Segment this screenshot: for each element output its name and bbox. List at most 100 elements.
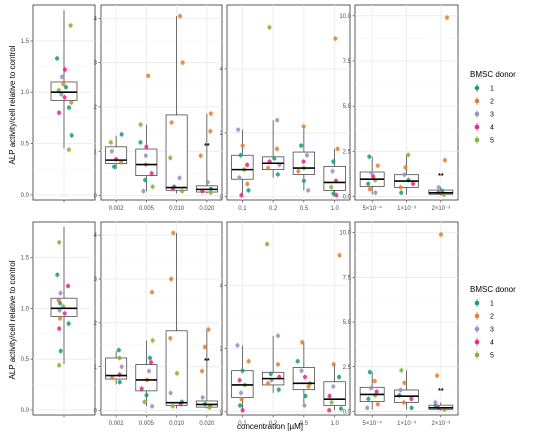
data-point (246, 359, 251, 364)
data-point (367, 370, 372, 375)
data-point (143, 153, 148, 158)
box-group (323, 35, 346, 199)
data-point (402, 172, 407, 177)
legend-key-dot (474, 111, 480, 117)
data-point (267, 25, 272, 30)
x-tick-label: 0.2 (269, 206, 278, 212)
data-point (149, 171, 154, 176)
box-group (292, 123, 315, 194)
x-tick-label: 1.0 (330, 206, 339, 212)
x-tick-label: 0.002 (109, 206, 125, 212)
x-tick-label: 0.020 (199, 206, 215, 212)
data-point (295, 359, 300, 364)
data-point (299, 368, 304, 373)
data-point (208, 111, 213, 116)
data-point (138, 122, 143, 127)
data-point (119, 132, 124, 137)
data-point (275, 362, 281, 367)
box-group (394, 151, 419, 196)
data-point (329, 400, 334, 405)
data-point (327, 408, 332, 413)
box-group (165, 229, 188, 410)
data-point (207, 405, 212, 410)
data-point (62, 95, 67, 100)
data-point (406, 152, 411, 157)
box (135, 364, 158, 392)
data-point (56, 110, 62, 115)
data-point (66, 321, 71, 326)
data-point (144, 393, 149, 398)
data-point (68, 23, 73, 28)
data-point (237, 378, 242, 383)
legend-label: 4 (490, 340, 494, 347)
data-point (69, 100, 74, 105)
data-point (116, 347, 121, 353)
y-tick-label: 0.0 (343, 194, 352, 200)
data-point (119, 364, 124, 369)
data-point (402, 380, 407, 385)
legend-label: 3 (490, 112, 494, 119)
data-point (331, 384, 336, 389)
y-tick-label: 3 (94, 277, 98, 283)
y-tick-label: 7.5 (343, 59, 352, 65)
box (231, 154, 254, 180)
x-tick-label: 0.5 (300, 206, 309, 212)
data-point (331, 362, 336, 367)
y-tick-label: 5.0 (343, 104, 352, 110)
data-point (268, 371, 273, 376)
data-point (240, 143, 245, 148)
data-point (371, 174, 376, 179)
data-point (150, 184, 155, 189)
box-group (394, 367, 419, 411)
data-point (150, 404, 155, 409)
data-point (141, 189, 146, 194)
y-tick-label: 2 (94, 105, 98, 111)
data-point (398, 185, 403, 190)
box-group (135, 72, 158, 195)
significance-label: ** (438, 388, 444, 395)
data-point (442, 158, 447, 163)
data-point (57, 326, 62, 331)
panel-background (100, 4, 223, 201)
y-tick-label: 1.0 (21, 306, 30, 312)
y-axis-title-bottom: ALP activity/cell relative to control (8, 260, 17, 379)
box-group (50, 227, 78, 369)
data-point (409, 396, 414, 402)
data-point (399, 368, 404, 373)
box-group (231, 342, 254, 414)
box (323, 166, 346, 191)
box-group (262, 24, 285, 178)
data-point (57, 308, 62, 313)
x-tick-label: 1×10⁻³ (397, 206, 416, 212)
box (135, 148, 158, 176)
y-tick-label: 0.5 (21, 142, 30, 148)
data-point (180, 189, 185, 194)
data-point (433, 400, 438, 405)
legends: 1 2 3 4 5 1 2 3 4 5 (474, 84, 494, 360)
data-point (144, 144, 149, 149)
x-tick-label: 2×10⁻³ (431, 206, 450, 212)
data-point (112, 164, 117, 169)
data-point (119, 160, 124, 165)
data-point (61, 81, 66, 87)
legend-label: 5 (490, 353, 494, 360)
data-point (304, 153, 310, 158)
data-point (56, 88, 61, 93)
data-point (367, 187, 372, 192)
y-tick-label: 4 (220, 67, 224, 73)
x-tick-label: 0.020 (199, 421, 215, 427)
data-point (61, 304, 66, 309)
y-axis-title-top: ALP activity/cell relative to control (8, 45, 17, 164)
x-tick-label: 0.005 (139, 421, 155, 427)
data-point (264, 242, 270, 247)
box (50, 81, 78, 101)
data-point (148, 360, 154, 365)
data-point (240, 408, 245, 413)
data-point (208, 190, 213, 195)
data-point (245, 162, 250, 167)
data-point (300, 340, 305, 345)
x-tick-label: 0.010 (169, 421, 185, 427)
legend-label: 2 (490, 314, 494, 321)
data-point (62, 67, 68, 72)
y-tick-label: 1 (94, 149, 98, 155)
